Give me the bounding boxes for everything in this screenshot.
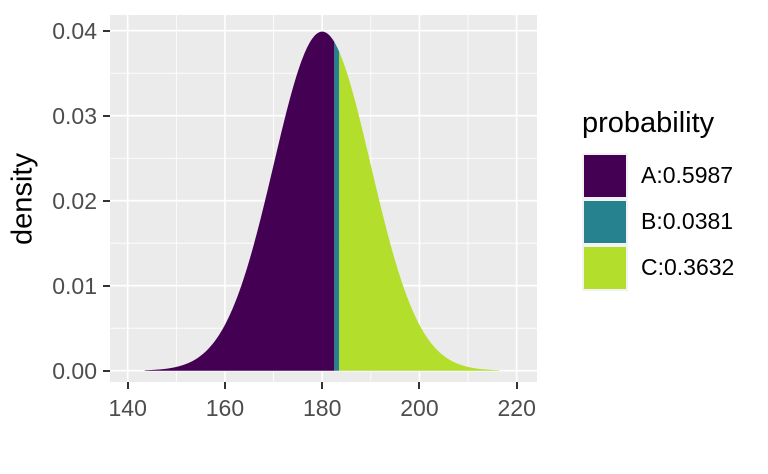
legend-label-b: B:0.0381	[641, 208, 734, 235]
y-tick-label: 0.00	[52, 357, 97, 384]
y-tick-label: 0.03	[52, 102, 97, 129]
plot-area-svg	[110, 15, 537, 382]
y-tick-label: 0.01	[52, 272, 97, 299]
x-tick-mark	[515, 382, 518, 389]
x-tick-label: 220	[497, 395, 536, 421]
y-tick-mark	[103, 284, 110, 287]
density-region-A	[144, 31, 335, 371]
x-tick-label: 180	[302, 395, 342, 421]
x-tick-mark	[418, 382, 421, 389]
legend-item-c: C:0.3632	[582, 244, 735, 291]
legend-title: probability	[582, 107, 715, 139]
x-tick-mark	[126, 382, 129, 389]
legend-label-a: A:0.5987	[641, 162, 734, 189]
density-region-B	[334, 42, 340, 371]
x-tick-mark	[321, 382, 324, 389]
legend-item-b: B:0.0381	[582, 198, 734, 245]
x-tick-mark	[223, 382, 226, 389]
y-tick-mark	[103, 199, 110, 202]
y-tick-mark	[103, 29, 110, 32]
legend-swatch-a	[582, 152, 628, 199]
x-tick-label: 140	[108, 395, 147, 421]
plot-panel	[110, 15, 537, 382]
x-tick-label: 160	[205, 395, 245, 421]
legend-item-a: A:0.5987	[582, 152, 734, 199]
y-tick-mark	[103, 114, 110, 117]
y-tick-mark	[103, 369, 110, 372]
density-region-C	[339, 51, 500, 371]
x-tick-label: 200	[400, 395, 439, 421]
y-tick-label: 0.04	[52, 17, 97, 44]
legend-swatch-c	[582, 244, 628, 291]
legend-swatch-b	[582, 198, 628, 245]
legend-label-c: C:0.3632	[641, 254, 735, 281]
y-tick-label: 0.02	[52, 187, 97, 214]
legend: probability A:0.5987 B:0.0381 C:0.3632	[582, 106, 734, 291]
